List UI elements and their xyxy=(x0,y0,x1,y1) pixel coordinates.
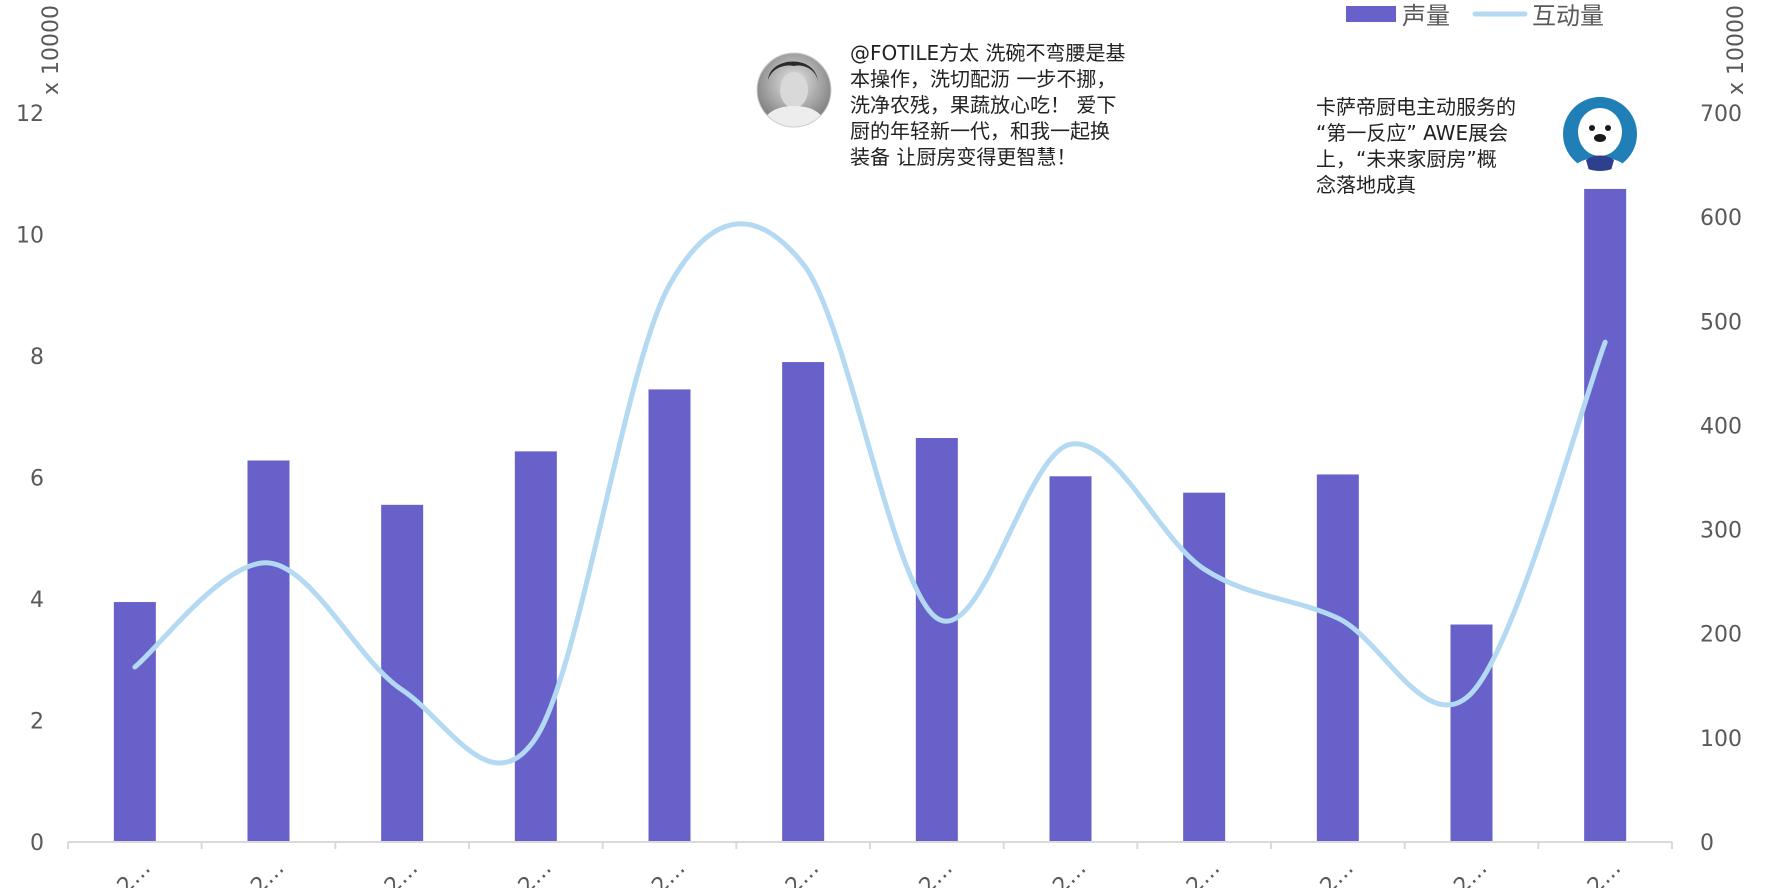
legend-bar-swatch xyxy=(1346,6,1396,22)
legend: 声量 互动量 xyxy=(1346,2,1604,30)
y-right-tick-label: 100 xyxy=(1700,727,1742,752)
bar xyxy=(1183,492,1226,842)
bar xyxy=(1049,476,1092,842)
x-tick-label: 2… xyxy=(781,856,824,888)
y-right-tick-label: 600 xyxy=(1700,206,1742,231)
y-left-tick-label: 2 xyxy=(30,710,44,735)
bar xyxy=(1316,474,1359,842)
annotation-text: 卡萨帝厨电主动服务的 “第一反应” AWE展会 上，“未来家厨房”概 念落地成真 xyxy=(1316,95,1516,197)
x-tick-label: 2… xyxy=(915,856,958,888)
x-tick-label: 2… xyxy=(1583,856,1626,888)
y-left-tick-label: 10 xyxy=(16,224,44,249)
x-tick-label: 2… xyxy=(647,856,690,888)
bar xyxy=(247,460,290,842)
bar xyxy=(1584,188,1627,842)
line-series xyxy=(132,221,1608,766)
bar xyxy=(381,504,424,842)
x-tick-label: 2… xyxy=(246,856,289,888)
y-right-tick-label: 0 xyxy=(1700,831,1714,856)
x-tick-label: 2… xyxy=(514,856,557,888)
y-left-unit-label: x 10000 xyxy=(39,5,64,95)
interaction-line xyxy=(132,221,1608,766)
x-tick-label: 2… xyxy=(113,856,156,888)
annotation-avatars xyxy=(756,52,1637,171)
person-photo-icon xyxy=(756,52,832,128)
x-tick-label: 2… xyxy=(1182,856,1225,888)
x-tick-label: 2… xyxy=(380,856,423,888)
bar xyxy=(782,362,825,842)
legend-bar-label: 声量 xyxy=(1402,2,1450,30)
y-right-unit-label: x 10000 xyxy=(1724,5,1749,95)
y-right-tick-label: 400 xyxy=(1700,414,1742,439)
y-right-tick-label: 200 xyxy=(1700,623,1742,648)
y-left-tick-label: 0 xyxy=(30,831,44,856)
seal-mascot-icon xyxy=(1563,97,1637,171)
bar xyxy=(514,451,557,842)
y-left-tick-label: 6 xyxy=(30,467,44,492)
y-right-tick-label: 300 xyxy=(1700,519,1742,544)
bar xyxy=(915,438,958,842)
legend-line-label: 互动量 xyxy=(1532,2,1604,30)
y-right-tick-label: 700 xyxy=(1700,102,1742,127)
bar-series xyxy=(113,188,1627,842)
bar xyxy=(1450,624,1493,842)
y-left-tick-label: 4 xyxy=(30,588,44,613)
x-tick-label: 2… xyxy=(1449,856,1492,888)
annotation-text: @FOTILE方太 洗碗不弯腰是基 本操作，洗切配沥 一步不挪， 洗净农残，果蔬… xyxy=(850,41,1126,169)
y-left-tick-label: 8 xyxy=(30,345,44,370)
y-right-tick-label: 500 xyxy=(1700,310,1742,335)
x-tick-label: 2… xyxy=(1048,856,1091,888)
y-left-tick-label: 12 xyxy=(16,102,44,127)
bar xyxy=(113,602,156,842)
x-tick-label: 2… xyxy=(1316,856,1359,888)
bar xyxy=(648,389,691,842)
